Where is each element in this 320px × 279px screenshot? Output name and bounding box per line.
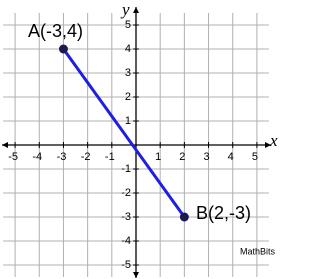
y-axis-label: y bbox=[120, 0, 130, 19]
segment bbox=[62, 48, 186, 218]
x-tick-label: -3 bbox=[57, 151, 67, 163]
y-tick-label: -1 bbox=[121, 163, 131, 175]
y-tick-label: 1 bbox=[125, 115, 131, 127]
y-tick-label: -2 bbox=[121, 187, 131, 199]
credit: MathBits bbox=[240, 246, 276, 256]
x-tick-label: -5 bbox=[8, 151, 18, 163]
chart: A(-3,4) B(2,-3) MathBits x y -5 -4 -3 -2 -1 1… bbox=[2, 0, 278, 278]
point-a-label: A(-3,4) bbox=[28, 21, 83, 41]
point bbox=[58, 44, 68, 54]
x-tick-label: 3 bbox=[203, 151, 209, 163]
x-axis-label: x bbox=[269, 131, 278, 150]
x-tick-label: -4 bbox=[32, 151, 42, 163]
y-tick-label: -3 bbox=[121, 211, 131, 223]
x-tick-label: -2 bbox=[81, 151, 91, 163]
y-tick-label: 2 bbox=[125, 91, 131, 103]
x-tick-label: 2 bbox=[179, 151, 185, 163]
point bbox=[179, 212, 189, 222]
y-tick-label: -4 bbox=[121, 235, 131, 247]
point-b-label: B(2,-3) bbox=[196, 203, 251, 223]
x-tick-label: 5 bbox=[252, 151, 258, 163]
y-tick-label: 3 bbox=[125, 67, 131, 79]
y-tick-label: -5 bbox=[121, 259, 131, 271]
y-tick-label: 4 bbox=[125, 43, 131, 55]
y-tick-label: 5 bbox=[125, 19, 131, 31]
x-tick-label: -1 bbox=[105, 151, 115, 163]
x-tick-label: 4 bbox=[228, 151, 234, 163]
x-tick-label: 1 bbox=[155, 151, 161, 163]
